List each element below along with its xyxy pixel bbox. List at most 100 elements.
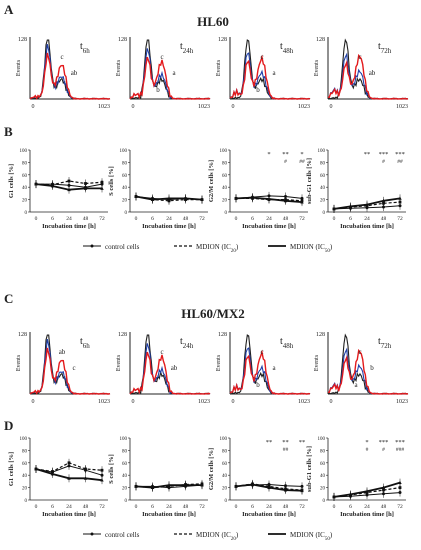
data-point	[250, 195, 255, 200]
chart-x-tick-label: 48	[283, 216, 289, 222]
histogram-y-label: Events	[116, 354, 122, 371]
legend-b: control cells MDION (IC20) MDION (IC50)	[83, 243, 333, 254]
chart-x-tick-label: 48	[283, 504, 289, 510]
histogram-peak-label: ab	[171, 364, 178, 372]
data-point	[100, 468, 104, 472]
data-point	[381, 485, 386, 489]
chart-x-tick-label: 0	[135, 216, 138, 222]
chart-y-tick-label: 20	[222, 199, 228, 204]
histogram-curve-ic20	[129, 351, 211, 395]
chart-x-tick-label: 48	[183, 216, 189, 222]
chart-x-label: Incubation time [h]	[340, 223, 394, 230]
chart-y-tick-label: 100	[120, 437, 128, 442]
data-point	[67, 183, 71, 187]
chart-x-tick-label: 6	[349, 504, 352, 510]
data-point	[100, 186, 104, 190]
chart-y-tick-label: 80	[22, 449, 28, 454]
significance-mark: ##	[397, 159, 403, 165]
chart-x-tick-label: 48	[83, 504, 89, 510]
chart-y-tick-label: 0	[125, 211, 128, 216]
legend-d: control cells MDION (IC20) MDION (IC50)	[83, 531, 333, 542]
data-point	[100, 180, 104, 184]
data-point	[84, 467, 87, 471]
legend-label-1: MDION (IC20)	[196, 243, 239, 254]
histogram-curve-ic20	[229, 54, 311, 100]
chart-x-tick-label: 24	[266, 216, 272, 222]
histogram-peak-label: b	[370, 364, 374, 372]
data-point	[365, 202, 369, 206]
legend-marker	[90, 244, 94, 248]
histogram-ymax-label: 128	[18, 37, 27, 43]
histogram-ymax-label: 128	[316, 332, 325, 338]
significance-mark: ###	[396, 447, 405, 453]
chart-x-tick-label: 24	[166, 504, 172, 510]
data-point	[332, 495, 336, 499]
chart-x-tick-label: 6	[151, 216, 154, 222]
histogram-y-label: Events	[116, 59, 122, 76]
data-point	[300, 200, 304, 204]
histogram-peak-label: ab	[59, 348, 66, 356]
chart-x-tick-label: 72	[299, 504, 305, 510]
data-point	[167, 196, 171, 200]
panel-letter-c: C	[4, 291, 13, 306]
data-point	[267, 197, 271, 201]
histogram-timepoint-label: t24h	[180, 41, 194, 55]
histogram-timepoint-label: t72h	[378, 41, 392, 55]
chart-x-label: Incubation time [h]	[242, 223, 296, 230]
histogram-timepoint-label: t72h	[378, 336, 392, 350]
chart-y-tick-label: 60	[122, 462, 128, 467]
histogram-a-6h: 128 Events 0 1023 t6h cab	[16, 37, 111, 110]
data-point	[283, 488, 288, 492]
data-point	[234, 484, 238, 488]
chart-y-tick-label: 80	[122, 161, 128, 166]
histogram-peak-label: b	[256, 86, 260, 94]
data-point	[365, 489, 369, 493]
chart-y-tick-label: 60	[22, 462, 28, 467]
chart-y-tick-label: 20	[122, 199, 128, 204]
chart-x-tick-label: 24	[66, 504, 72, 510]
significance-mark: **	[282, 439, 289, 446]
chart-x-tick-label: 72	[199, 216, 205, 222]
significance-mark: ##	[283, 447, 289, 453]
data-point	[167, 483, 171, 487]
chart-y-label: G1 cells [%]	[8, 164, 15, 198]
histogram-peak-label: c	[260, 53, 263, 61]
histogram-peak-label: a	[272, 364, 276, 372]
chart-x-tick-label: 48	[183, 504, 189, 510]
data-point	[381, 199, 386, 203]
histogram-x-min-label: 0	[32, 104, 35, 110]
histogram-ymax-label: 128	[316, 37, 325, 43]
histogram-x-max-label: 1023	[198, 104, 210, 110]
chart-y-tick-label: 80	[122, 449, 128, 454]
chart-x-tick-label: 0	[35, 216, 38, 222]
significance-mark: ***	[395, 151, 405, 158]
histogram-peak-label: b	[256, 381, 260, 389]
data-point	[250, 482, 255, 486]
histogram-ymax-label: 128	[118, 332, 127, 338]
chart-x-tick-label: 24	[166, 216, 172, 222]
chart-x-tick-label: 48	[381, 216, 387, 222]
data-point	[348, 492, 353, 496]
data-point	[50, 184, 55, 188]
significance-mark: #	[284, 159, 287, 165]
histogram-peak-label: ab	[71, 69, 78, 77]
histogram-peak-label: a	[172, 69, 176, 77]
histogram-x-min-label: 0	[132, 104, 135, 110]
data-point	[234, 196, 238, 200]
histogram-c-48h: 128 Events 0 1023 t48h c a b	[216, 332, 311, 405]
chart-x-tick-label: 48	[83, 216, 89, 222]
legend-label-1: MDION (IC20)	[196, 531, 239, 542]
data-point	[150, 485, 155, 489]
chart-x-tick-label: 6	[251, 504, 254, 510]
data-point	[267, 485, 271, 489]
chart-x-label: Incubation time [h]	[42, 223, 96, 230]
histogram-a-24h: 128 Events 0 1023 t24h c a b	[116, 37, 211, 110]
data-point	[67, 179, 71, 183]
histogram-x-max-label: 1023	[298, 104, 310, 110]
chart-x-tick-label: 0	[235, 504, 238, 510]
chart-y-label: G2/M cells [%]	[208, 448, 215, 490]
panel-letter-d: D	[4, 418, 13, 433]
chart-y-tick-label: 60	[222, 462, 228, 467]
